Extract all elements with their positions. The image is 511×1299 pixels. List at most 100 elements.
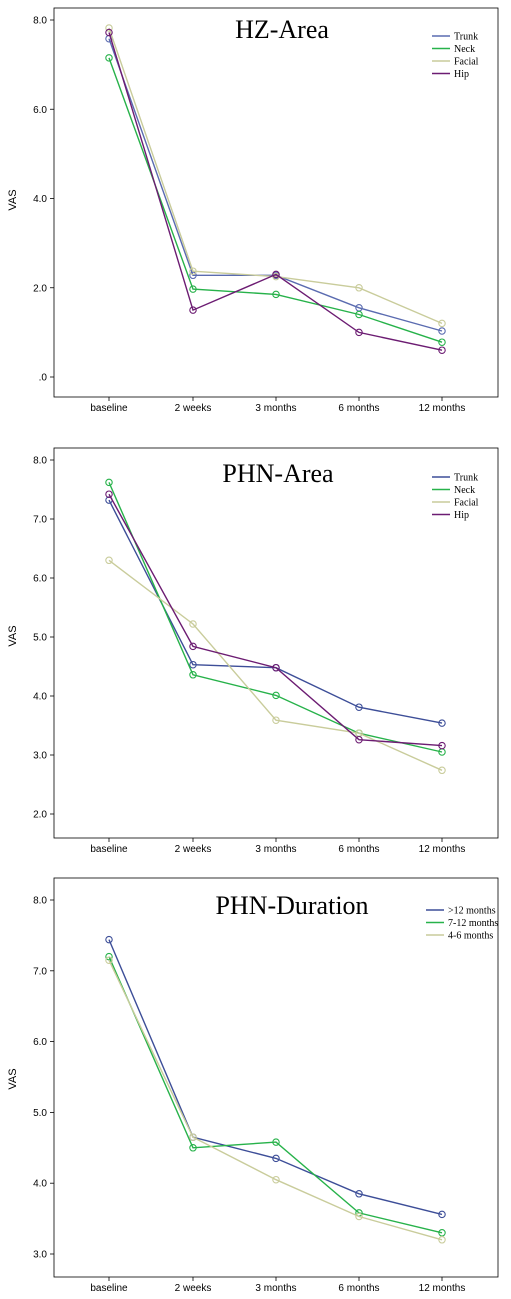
series-line-7-12-months [108, 956, 443, 1234]
data-point [355, 735, 363, 744]
legend-entry: Trunk [454, 32, 478, 43]
x-tick-label: 3 months [255, 1283, 296, 1294]
data-point [272, 1138, 280, 1146]
y-tick-label: 3.0 [33, 1250, 47, 1261]
y-tick-label: 7.0 [33, 515, 47, 526]
legend-entry: Hip [454, 69, 469, 80]
x-tick-label: baseline [90, 403, 128, 414]
chart-title: PHN-Duration [215, 891, 368, 920]
series-line-hip [108, 493, 443, 747]
data-point [189, 285, 197, 293]
x-tick-label: 12 months [419, 403, 466, 414]
plot-frame [53, 877, 499, 1278]
x-tick-label: baseline [90, 844, 128, 855]
data-point [272, 270, 280, 279]
data-point [272, 716, 280, 724]
x-tick-label: 12 months [419, 844, 466, 855]
data-point [189, 671, 197, 679]
data-point [355, 310, 363, 319]
data-point [105, 54, 113, 62]
x-tick-label: 2 weeks [175, 1283, 212, 1294]
data-point [438, 1236, 446, 1244]
data-point [105, 556, 113, 565]
x-tick-label: 6 months [338, 1283, 379, 1294]
y-tick-label: 8.0 [33, 896, 47, 907]
plot-frame [53, 447, 499, 839]
legend-entry: Facial [454, 57, 479, 68]
chart-panel-3: 3.0 4.0 5.0 6.0 7.0 8.0 baseline 2 weeks 3 month… [7, 877, 499, 1294]
series-line-hip [108, 32, 443, 351]
data-point [272, 1154, 280, 1163]
data-point [105, 490, 113, 498]
y-tick-label: 5.0 [33, 633, 47, 644]
data-point [438, 327, 446, 335]
data-point [272, 663, 280, 672]
series-line-neck [108, 57, 443, 343]
x-tick-label: 2 weeks [175, 844, 212, 855]
series-line-trunk [108, 38, 443, 332]
data-point [355, 1190, 363, 1198]
data-point [189, 306, 197, 314]
series-line--12-months [108, 939, 443, 1216]
legend-entry: Hip [454, 510, 469, 521]
data-point [438, 319, 446, 328]
x-tick-label: 6 months [338, 844, 379, 855]
data-point [355, 1212, 363, 1221]
data-point [105, 935, 113, 944]
data-point [189, 660, 197, 669]
data-point [438, 1210, 446, 1219]
data-point [272, 691, 280, 700]
legend-entry: Trunk [454, 473, 478, 484]
data-point [438, 346, 446, 354]
data-point [355, 328, 363, 337]
x-tick-label: baseline [90, 1283, 128, 1294]
series-line-trunk [108, 499, 443, 724]
chart-panel-2: 2.0 3.0 4.0 5.0 6.0 7.0 8.0 baseline 2 weeks 3 mo… [7, 447, 499, 855]
data-point [438, 741, 446, 750]
y-tick-label: 2.0 [33, 283, 47, 294]
series-line-neck [108, 482, 443, 753]
legend-entry: Neck [454, 44, 475, 55]
series-line-facial [108, 559, 443, 771]
data-point [438, 338, 446, 346]
data-point [272, 290, 280, 299]
data-point [438, 719, 446, 727]
legend-entry: 4-6 months [448, 931, 493, 942]
y-tick-label: 8.0 [33, 456, 47, 467]
chart-title: HZ-Area [235, 15, 329, 44]
y-tick-label: 7.0 [33, 966, 47, 977]
data-point [189, 1133, 197, 1141]
series-line-4-6-months [108, 959, 443, 1241]
data-point [105, 28, 113, 37]
y-tick-label: .0 [39, 373, 48, 384]
y-tick-label: 6.0 [33, 1037, 47, 1048]
legend-entry: Neck [454, 485, 475, 496]
data-point [189, 620, 197, 628]
y-tick-label: 8.0 [33, 16, 47, 27]
data-point [189, 1144, 197, 1152]
y-tick-label: 6.0 [33, 105, 47, 116]
data-point [438, 1229, 446, 1237]
x-tick-label: 2 weeks [175, 403, 212, 414]
data-point [355, 284, 363, 292]
chart-title: PHN-Area [222, 459, 334, 488]
data-point [355, 703, 363, 711]
y-tick-label: 4.0 [33, 1179, 47, 1190]
y-axis-label: VAS [7, 1068, 19, 1089]
data-point [105, 956, 113, 964]
y-tick-label: 6.0 [33, 574, 47, 585]
data-point [105, 24, 113, 32]
data-point [438, 766, 446, 775]
data-point [189, 642, 197, 651]
series-line-facial [108, 27, 443, 325]
y-tick-label: 4.0 [33, 692, 47, 703]
x-tick-label: 3 months [255, 403, 296, 414]
x-tick-label: 6 months [338, 403, 379, 414]
y-tick-label: 4.0 [33, 194, 47, 205]
data-point [105, 478, 113, 487]
y-axis-label: VAS [7, 625, 19, 646]
x-tick-label: 3 months [255, 844, 296, 855]
legend-entry: Facial [454, 498, 479, 509]
legend-entry: >12 months [448, 906, 496, 917]
